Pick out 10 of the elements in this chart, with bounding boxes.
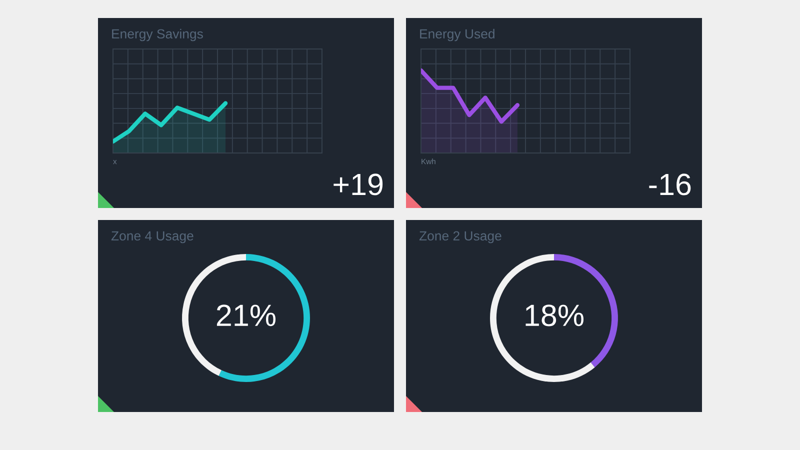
chart-title: Energy Savings (112, 28, 203, 42)
text: -16 (649, 174, 691, 196)
text: +19 (334, 174, 383, 196)
chart-title: Zone 2 Usage (419, 231, 502, 244)
chart-title: Zone 4 Usage (111, 231, 194, 244)
text: 21% (216, 304, 276, 326)
text: 18% (526, 304, 584, 326)
donut-slice (218, 254, 310, 382)
donut-slice (490, 254, 595, 382)
chart-title: Energy Used (420, 28, 494, 42)
